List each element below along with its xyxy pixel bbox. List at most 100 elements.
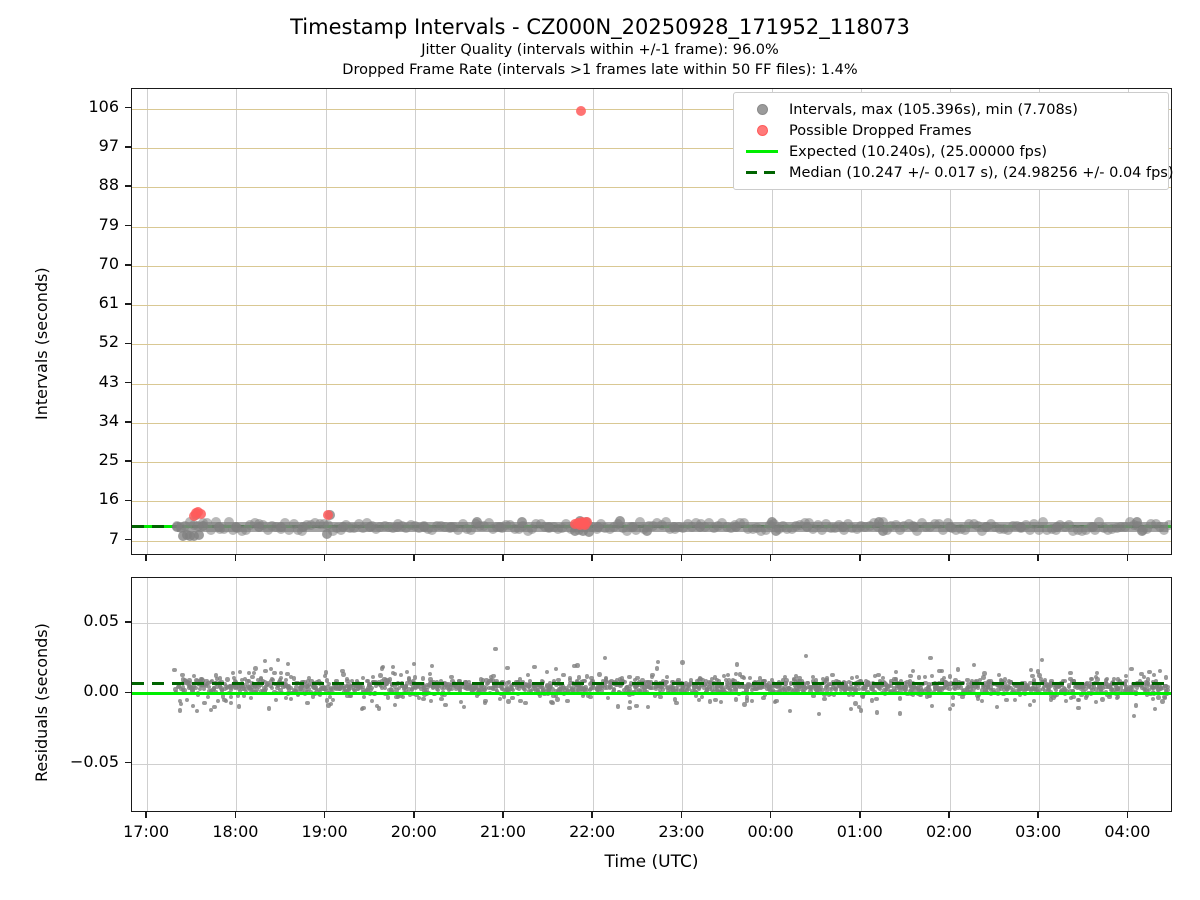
- residual-point: [306, 679, 311, 684]
- residual-point: [419, 687, 424, 692]
- residual-point: [951, 683, 957, 688]
- residual-point: [616, 689, 622, 694]
- residual-point: [294, 684, 299, 689]
- residual-point: [338, 683, 343, 689]
- residual-point: [676, 687, 681, 693]
- residual-point: [729, 688, 735, 693]
- residual-point: [331, 697, 336, 703]
- residual-point: [944, 683, 949, 688]
- residual-point: [699, 694, 705, 700]
- gridline-horizontal: [132, 623, 1171, 624]
- residual-point: [192, 673, 197, 679]
- residual-point: [313, 686, 318, 692]
- residual-point: [829, 687, 834, 692]
- residual-point: [333, 684, 339, 689]
- interval-point: [297, 525, 308, 536]
- residual-point: [553, 693, 559, 698]
- residual-point: [597, 672, 602, 677]
- residual-point: [240, 677, 245, 682]
- residual-point: [324, 688, 329, 693]
- residual-point: [590, 678, 595, 684]
- x-tick-label: 17:00: [123, 822, 170, 841]
- interval-point: [635, 517, 646, 528]
- interval-point: [526, 523, 537, 534]
- residual-point: [675, 683, 680, 689]
- residual-point: [874, 696, 879, 702]
- residual-point: [676, 677, 681, 682]
- residual-point: [1078, 687, 1083, 692]
- residual-point: [595, 684, 601, 689]
- residual-point: [889, 678, 894, 684]
- residual-point: [956, 683, 961, 689]
- y-tick-label: 34: [98, 410, 119, 430]
- interval-point: [591, 524, 602, 535]
- gridline-horizontal: [132, 462, 1171, 464]
- residual-point: [1123, 673, 1129, 679]
- residual-point: [269, 686, 275, 691]
- gridline-horizontal: [132, 540, 1171, 542]
- x-tick-mark: [591, 812, 593, 818]
- residual-point: [272, 671, 277, 676]
- residual-point: [449, 675, 454, 680]
- residual-point: [1086, 683, 1091, 688]
- dropped-frame-point: [581, 517, 592, 527]
- interval-point: [219, 524, 230, 535]
- y-tick-mark: [125, 421, 131, 423]
- residual-point: [853, 701, 858, 706]
- x-tick-label: 04:00: [1104, 822, 1151, 841]
- residual-point: [368, 688, 374, 693]
- residual-point: [1071, 695, 1076, 700]
- residual-point: [550, 700, 555, 705]
- residual-point: [195, 708, 200, 714]
- interval-point: [1094, 517, 1105, 528]
- residual-point: [588, 694, 593, 700]
- residual-point: [1032, 683, 1037, 688]
- interval-point: [760, 524, 771, 535]
- residual-point: [258, 679, 263, 684]
- residual-point: [1020, 683, 1025, 689]
- residual-point: [224, 685, 230, 690]
- residual-point: [824, 688, 829, 693]
- residual-point: [848, 687, 853, 692]
- residual-point: [506, 699, 511, 704]
- residual-point: [299, 684, 304, 689]
- residual-point: [734, 662, 740, 667]
- residual-point: [804, 685, 809, 690]
- residual-point: [582, 679, 588, 684]
- residual-point: [941, 676, 946, 681]
- residual-point: [329, 702, 334, 707]
- residual-point: [507, 679, 512, 684]
- residual-point: [526, 683, 532, 688]
- residual-point: [920, 688, 925, 693]
- residual-point: [638, 682, 643, 688]
- residual-point: [712, 686, 717, 691]
- residual-point: [585, 693, 591, 699]
- legend-item-dropped-frames[interactable]: Possible Dropped Frames: [742, 120, 1160, 141]
- residual-point: [407, 687, 412, 692]
- interval-point: [349, 523, 360, 534]
- residual-point: [1156, 695, 1161, 700]
- residual-point: [1079, 692, 1084, 698]
- residual-point: [937, 668, 942, 673]
- residual-point: [268, 683, 273, 688]
- residual-point: [856, 683, 861, 688]
- legend-item-median[interactable]: Median (10.247 +/- 0.017 s), (24.98256 +…: [742, 162, 1174, 183]
- residual-point: [178, 702, 184, 707]
- residual-point: [742, 702, 747, 707]
- legend-item-intervals[interactable]: Intervals, max (105.396s), min (7.708s): [742, 99, 1160, 120]
- legend-item-expected[interactable]: Expected (10.240s), (25.00000 fps): [742, 141, 1160, 162]
- residual-point: [680, 660, 685, 665]
- residual-point: [657, 687, 663, 692]
- residual-point: [628, 683, 633, 688]
- residual-point: [365, 688, 371, 693]
- residual-point: [510, 688, 516, 693]
- residual-point: [583, 685, 588, 690]
- residual-point: [689, 678, 694, 683]
- residual-point: [713, 697, 718, 702]
- residual-point: [1130, 684, 1135, 690]
- interval-point: [1029, 518, 1040, 529]
- residual-point: [965, 684, 971, 690]
- subtitle-dropped-frame-rate: Dropped Frame Rate (intervals >1 frames …: [342, 62, 858, 78]
- residual-point: [709, 688, 714, 693]
- residual-point: [742, 684, 747, 689]
